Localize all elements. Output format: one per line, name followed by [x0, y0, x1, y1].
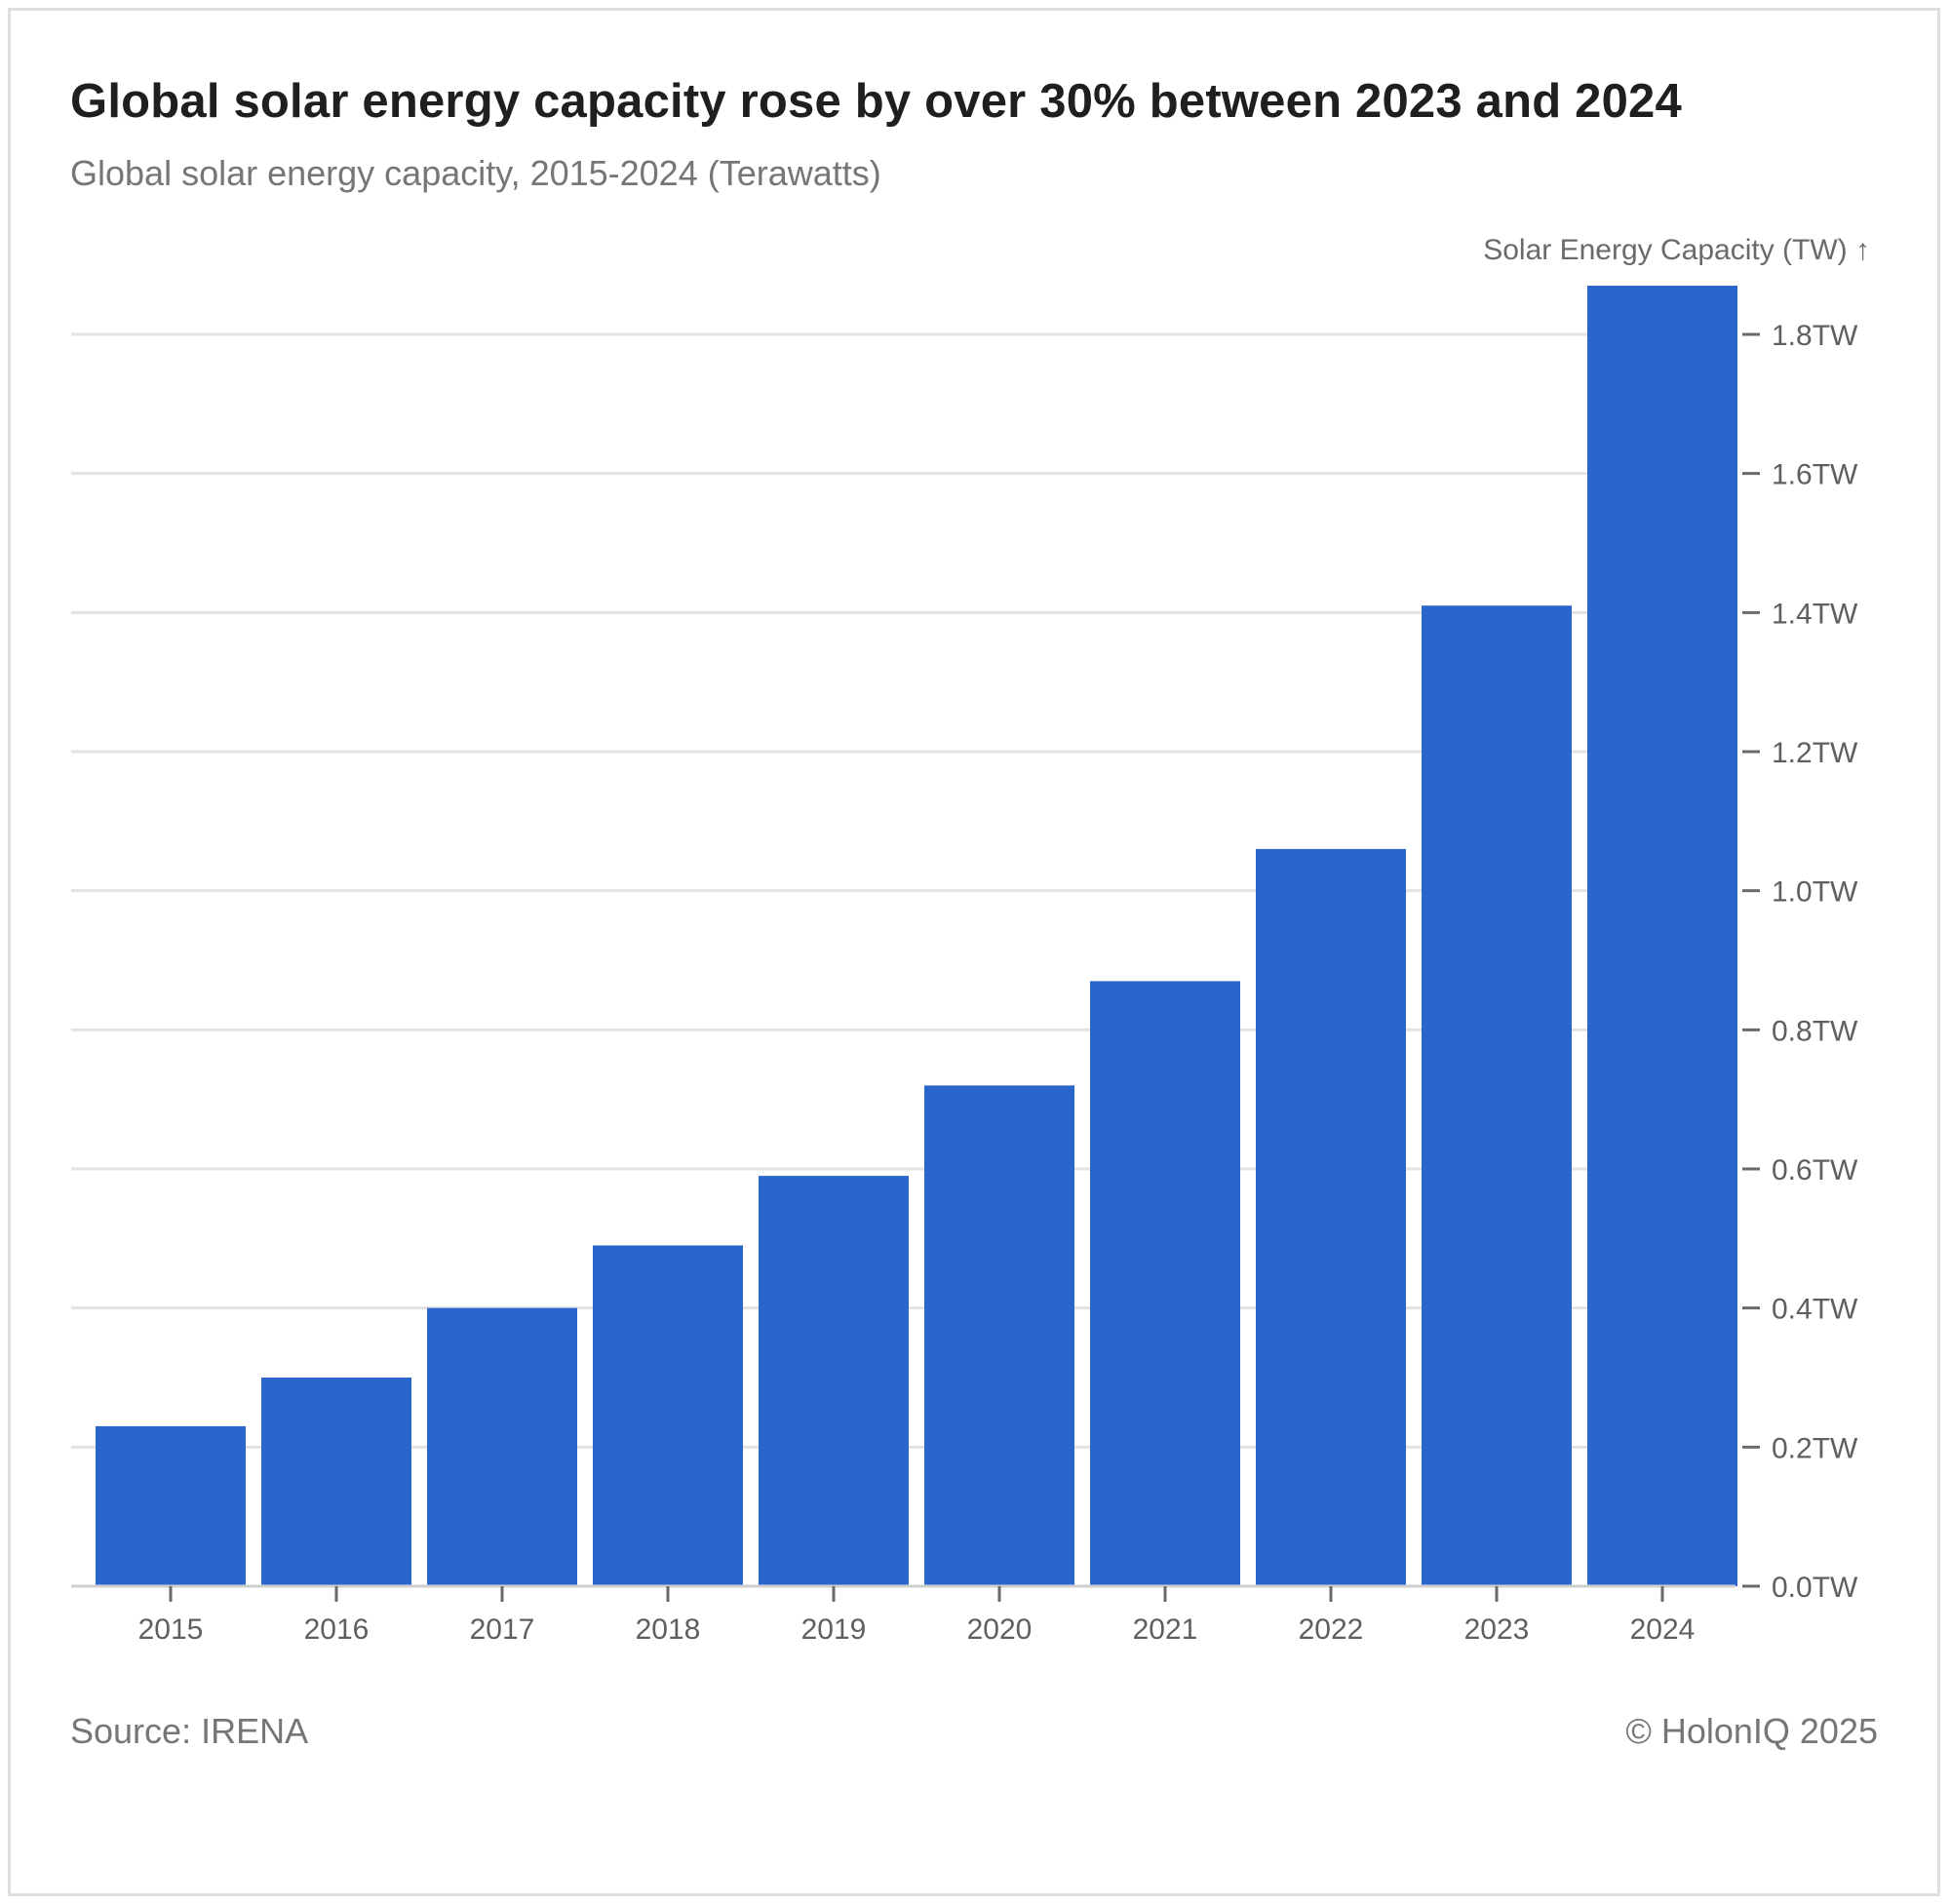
y-tick-label: 0.6TW: [1772, 1154, 1858, 1186]
x-tick-label: 2022: [1299, 1613, 1364, 1646]
bar-2015: [96, 1425, 246, 1586]
y-tick-label: 0.2TW: [1772, 1432, 1858, 1464]
bar-2021: [1090, 981, 1240, 1586]
y-tick-label: 1.4TW: [1772, 598, 1858, 630]
bar-2016: [261, 1378, 411, 1586]
x-tick-label: 2017: [470, 1613, 535, 1646]
bars: [96, 286, 1737, 1587]
y-tick-label: 1.2TW: [1772, 737, 1858, 769]
bar-2018: [593, 1245, 743, 1586]
x-tick-label: 2021: [1133, 1613, 1198, 1646]
x-tick-label: 2024: [1630, 1613, 1696, 1646]
y-tick-label: 1.0TW: [1772, 876, 1858, 909]
chart-title: Global solar energy capacity rose by ove…: [70, 75, 1682, 128]
bar-2019: [759, 1176, 909, 1586]
y-tick-label: 0.8TW: [1772, 1015, 1858, 1047]
bar-2023: [1422, 605, 1572, 1586]
chart-subtitle: Global solar energy capacity, 2015-2024 …: [70, 153, 881, 193]
x-tick-label: 2018: [636, 1613, 701, 1646]
y-tick-label: 1.6TW: [1772, 459, 1858, 491]
x-tick-label: 2019: [801, 1613, 867, 1646]
bar-2024: [1587, 286, 1737, 1587]
bar-2022: [1256, 848, 1406, 1586]
y-tick-label: 0.0TW: [1772, 1572, 1858, 1604]
x-tick-label: 2020: [967, 1613, 1033, 1646]
y-axis-label: Solar Energy Capacity (TW) ↑: [1483, 234, 1870, 266]
bar-2020: [924, 1085, 1074, 1586]
source-note: Source: IRENA: [70, 1711, 309, 1751]
copyright-note: © HolonIQ 2025: [1625, 1711, 1878, 1751]
y-tick-label: 0.4TW: [1772, 1294, 1858, 1326]
x-tick-label: 2016: [304, 1613, 370, 1646]
axes: 0.0TW 0.2TW 0.4TW 0.6TW 0.8TW 1.0TW 1.2TW 1.4TW…: [71, 320, 1858, 1646]
x-tick-label: 2023: [1464, 1613, 1530, 1646]
bar-2017: [427, 1307, 577, 1586]
x-tick-label: 2015: [138, 1613, 204, 1646]
y-tick-label: 1.8TW: [1772, 320, 1858, 352]
